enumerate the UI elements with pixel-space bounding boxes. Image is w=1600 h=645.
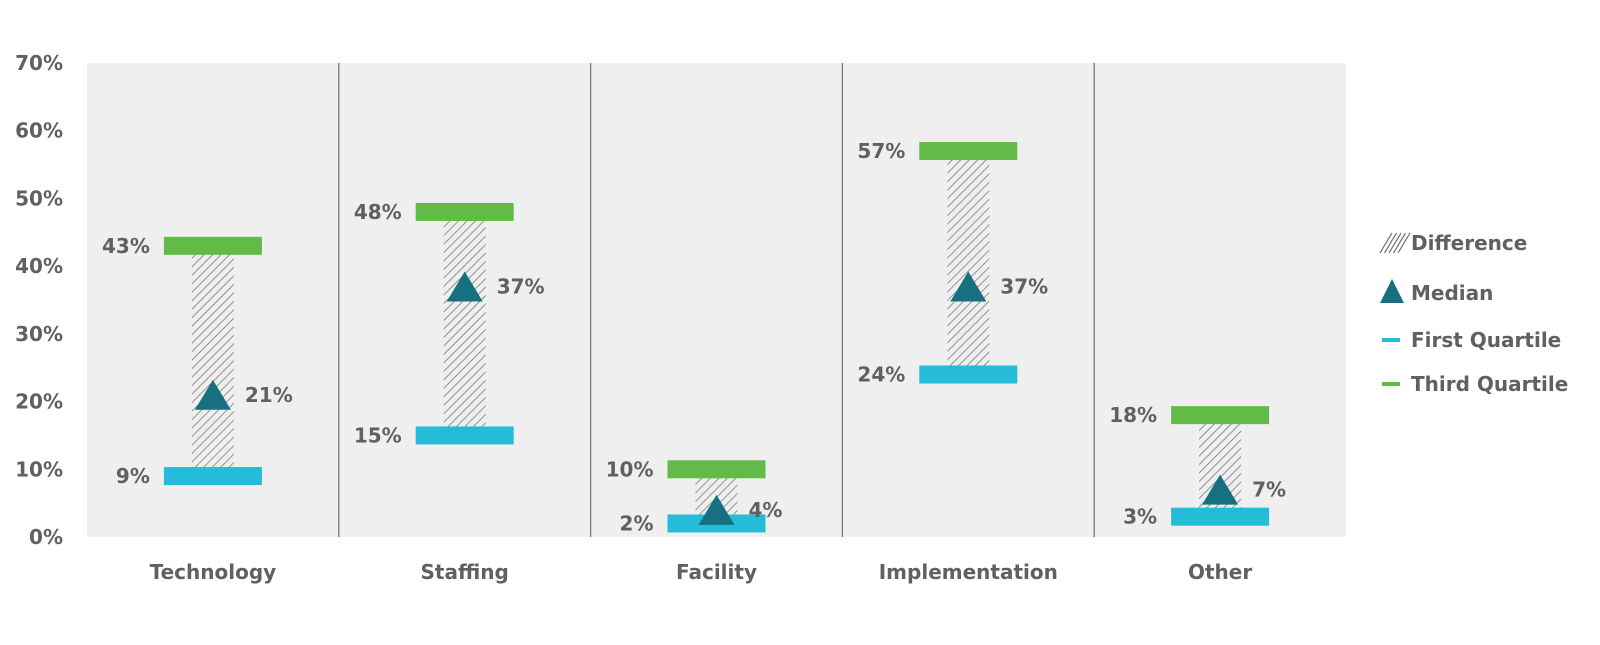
first-quartile-label: 15% bbox=[354, 423, 402, 447]
legend: Difference Median First Quartile Third Quar… bbox=[1379, 231, 1568, 396]
median-label: 7% bbox=[1252, 478, 1286, 502]
legend-label: Third Quartile bbox=[1411, 372, 1568, 396]
median-label: 21% bbox=[245, 383, 293, 407]
difference-range bbox=[191, 245, 234, 477]
y-tick-label: 30% bbox=[15, 322, 63, 346]
legend-item-first-quartile: First Quartile bbox=[1382, 328, 1561, 352]
x-tick-label: Other bbox=[1188, 560, 1252, 584]
y-tick-label: 10% bbox=[15, 457, 63, 481]
y-axis: 0% 10% 20% 30% 40% 50% 60% 70% bbox=[15, 51, 63, 549]
median-label: 37% bbox=[497, 274, 545, 298]
y-tick-label: 70% bbox=[15, 51, 63, 75]
legend-label: Median bbox=[1411, 281, 1493, 305]
median-marker bbox=[950, 271, 987, 302]
third-quartile-label: 57% bbox=[857, 139, 905, 163]
category-group-other: 18% 3% 7% bbox=[1109, 403, 1286, 529]
x-axis: Technology Staffing Facility Implementation… bbox=[150, 560, 1253, 584]
third-quartile-bar bbox=[919, 142, 1018, 161]
third-quartile-bar bbox=[667, 460, 766, 479]
third-quartile-label: 43% bbox=[102, 234, 150, 258]
y-tick-label: 40% bbox=[15, 254, 63, 278]
first-quartile-bar bbox=[415, 426, 514, 445]
dash-icon bbox=[1382, 382, 1400, 386]
first-quartile-label: 9% bbox=[116, 464, 150, 488]
first-quartile-bar bbox=[919, 365, 1018, 384]
x-tick-label: Technology bbox=[150, 560, 277, 584]
third-quartile-label: 10% bbox=[606, 457, 654, 481]
x-tick-label: Implementation bbox=[879, 560, 1058, 584]
y-tick-label: 0% bbox=[29, 525, 63, 549]
legend-item-third-quartile: Third Quartile bbox=[1382, 372, 1568, 396]
third-quartile-label: 18% bbox=[1109, 403, 1157, 427]
difference-range bbox=[947, 151, 990, 375]
triangle-icon bbox=[1380, 279, 1404, 303]
legend-label: Difference bbox=[1411, 231, 1527, 255]
x-tick-label: Facility bbox=[676, 560, 757, 584]
category-dividers bbox=[338, 63, 1095, 537]
legend-item-difference: Difference bbox=[1379, 231, 1527, 255]
category-group-implementation: 57% 24% 37% bbox=[857, 139, 1048, 386]
first-quartile-label: 24% bbox=[857, 362, 905, 386]
third-quartile-bar bbox=[415, 202, 514, 221]
difference-range bbox=[443, 211, 486, 436]
y-tick-label: 20% bbox=[15, 390, 63, 414]
category-group-facility: 10% 2% 4% bbox=[606, 457, 783, 535]
category-group-staffing: 48% 15% 37% bbox=[354, 200, 545, 447]
median-label: 4% bbox=[749, 498, 783, 522]
y-tick-label: 50% bbox=[15, 186, 63, 210]
third-quartile-bar bbox=[1171, 406, 1270, 425]
plot-background bbox=[87, 63, 1346, 537]
first-quartile-label: 2% bbox=[620, 511, 654, 535]
category-group-technology: 43% 9% 21% bbox=[102, 234, 293, 488]
chart-marks: 43% 9% 21% 48% 15% 37% 10% 2% 4% 57% 24% 37% 18% 3% 7% bbox=[102, 139, 1286, 535]
first-quartile-bar bbox=[163, 467, 262, 486]
median-marker bbox=[446, 271, 483, 302]
median-marker bbox=[698, 494, 735, 525]
legend-item-median: Median bbox=[1380, 279, 1493, 305]
y-tick-label: 60% bbox=[15, 119, 63, 143]
median-marker bbox=[194, 379, 231, 410]
median-marker bbox=[1202, 474, 1239, 505]
third-quartile-bar bbox=[163, 236, 262, 255]
third-quartile-label: 48% bbox=[354, 200, 402, 224]
legend-label: First Quartile bbox=[1411, 328, 1561, 352]
x-tick-label: Staffing bbox=[421, 560, 509, 584]
median-label: 37% bbox=[1000, 274, 1048, 298]
first-quartile-label: 3% bbox=[1123, 505, 1157, 529]
hatch-icon bbox=[1379, 232, 1411, 254]
first-quartile-bar bbox=[1171, 507, 1270, 526]
dash-icon bbox=[1382, 338, 1400, 342]
